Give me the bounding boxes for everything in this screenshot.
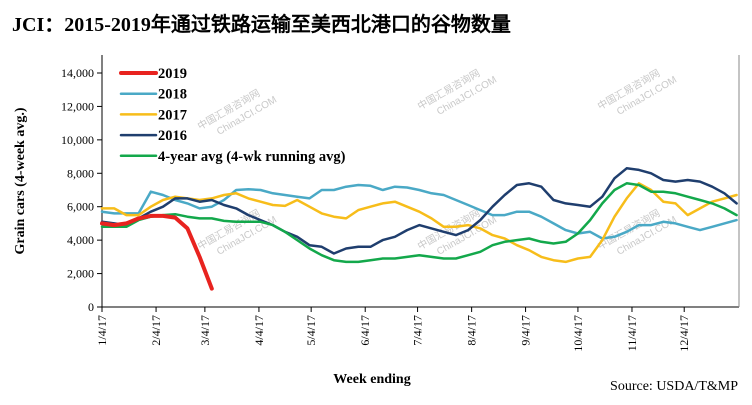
x-tick-label: 5/4/17 [304, 315, 318, 346]
x-ticks: 1/4/17 2/4/17 3/4/17 4/4/17 5/4/17 6/4/17 7/4/… [95, 307, 691, 352]
y-ticks: 0 2,000 4,000 6,000 8,000 10,000 12,000 14,000 [61, 66, 102, 314]
legend-item: 4-year avg (4-wk running avg) [119, 149, 346, 165]
x-tick-label: 3/4/17 [198, 315, 212, 346]
y-axis-label: Grain cars (4-week avg.) [13, 107, 28, 254]
legend-item: 2016 [119, 128, 187, 144]
y-tick-label: 8,000 [67, 166, 94, 180]
legend-item: 2019 [119, 66, 187, 82]
legend-label: 2016 [158, 128, 187, 144]
x-tick-label: 10/4/17 [571, 315, 585, 352]
y-tick-label: 4,000 [67, 233, 94, 247]
legend-label: 2017 [158, 107, 187, 123]
source-note: Source: USDA/T&MP [610, 379, 738, 394]
legend-item: 2018 [119, 87, 187, 103]
x-tick-label: 9/4/17 [519, 315, 533, 346]
y-tick-label: 2,000 [67, 267, 94, 281]
y-tick-label: 12,000 [61, 99, 94, 113]
x-tick-label: 8/4/17 [465, 315, 479, 346]
series-line-2017 [100, 182, 738, 264]
x-tick-label: 2/4/17 [149, 315, 163, 346]
chart-title: JCI：2015-2019年通过铁路运输至美西北港口的谷物数量 [12, 14, 511, 36]
legend: 2019 2018 2017 2016 4-year avg (4-wk running… [119, 66, 346, 165]
y-tick-label: 0 [88, 300, 94, 314]
x-tick-label: 1/4/17 [95, 315, 109, 346]
series-line-2019 [100, 213, 214, 291]
y-tick-label: 14,000 [61, 66, 94, 80]
x-tick-label: 12/4/17 [677, 315, 691, 352]
x-tick-label: 7/4/17 [411, 315, 425, 346]
y-tick-label: 6,000 [67, 200, 94, 214]
series-lines [100, 167, 738, 291]
legend-label: 2018 [158, 87, 187, 103]
x-tick-label: 4/4/17 [252, 315, 266, 346]
x-tick-label: 11/4/17 [625, 315, 639, 351]
series-line-2018 [100, 183, 738, 240]
legend-label: 2019 [158, 66, 187, 82]
legend-item: 2017 [119, 107, 187, 123]
x-tick-label: 6/4/17 [358, 315, 372, 346]
series-line-4-year-avg-4-wk-running-avg- [100, 182, 738, 264]
legend-label: 4-year avg (4-wk running avg) [158, 149, 346, 165]
y-tick-label: 10,000 [61, 133, 94, 147]
series-line-2016 [100, 167, 738, 255]
x-axis-label: Week ending [333, 372, 410, 387]
